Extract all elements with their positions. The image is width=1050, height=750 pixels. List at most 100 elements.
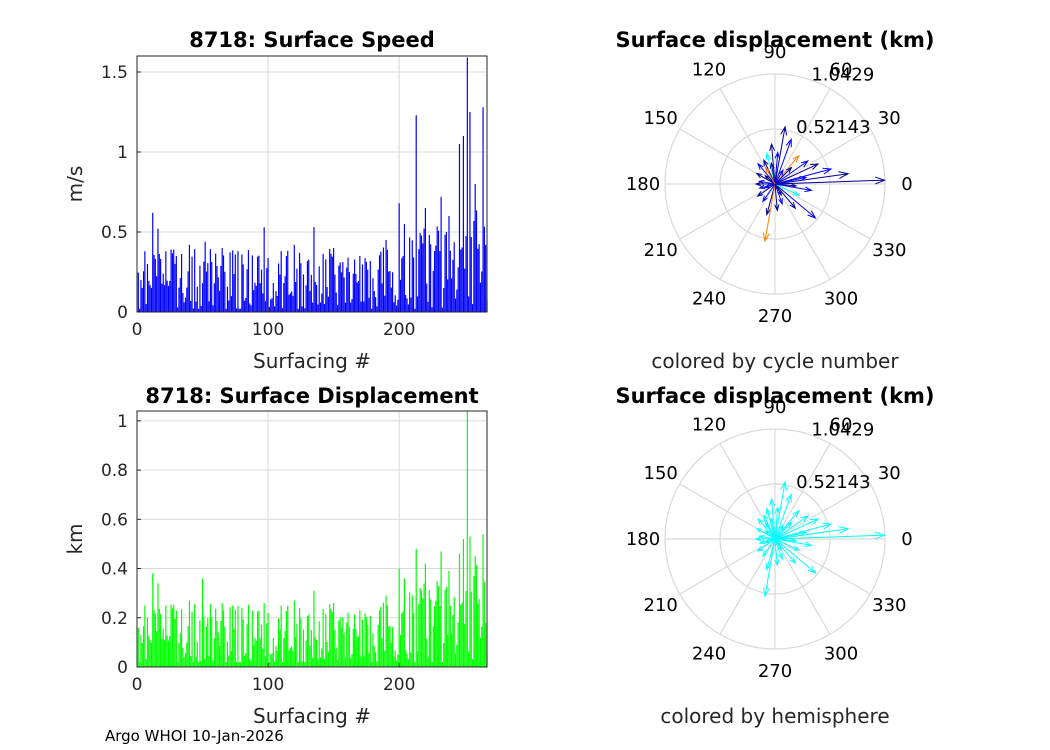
speed-bar xyxy=(401,258,403,312)
speed-bar xyxy=(302,274,305,312)
displacement-bar xyxy=(364,613,366,667)
speed-bar xyxy=(198,308,200,312)
speed-bar xyxy=(179,278,181,312)
speed-bar xyxy=(330,253,332,312)
speed-bar xyxy=(177,307,179,312)
speed-bar xyxy=(218,290,221,312)
polar-hemisphere-arrow xyxy=(757,518,776,540)
displacement-bar xyxy=(466,411,468,667)
displacement-bar xyxy=(196,641,198,667)
displacement-bar xyxy=(422,598,424,667)
polar-cycle-arrow-head xyxy=(762,232,770,243)
polar-hemisphere-arrow-head xyxy=(769,516,775,524)
displacement-bar xyxy=(153,610,155,667)
displacement-bar xyxy=(308,614,310,667)
polar-hemisphere-arrow xyxy=(774,531,807,540)
speed-bar xyxy=(207,263,209,312)
speed-bar xyxy=(384,295,386,312)
speed-bar xyxy=(460,249,462,312)
polar-hemisphere-arrow-head xyxy=(762,550,768,558)
displacement-bar xyxy=(374,652,377,667)
displacement-bar xyxy=(152,573,154,667)
displacement-bar xyxy=(183,657,185,667)
polar-cycle-arrow xyxy=(774,176,807,185)
displacement-bar xyxy=(254,637,256,667)
displacement-bar xyxy=(296,623,298,667)
displacement-bar xyxy=(452,614,454,667)
speed-bar xyxy=(186,287,188,312)
polar-cycle-arrow-head xyxy=(762,195,768,203)
speed-bar xyxy=(300,263,302,312)
speed-bar xyxy=(410,297,412,312)
speed-bar xyxy=(175,256,177,312)
displacement-chart-title: 8718: Surface Displacement xyxy=(145,384,478,408)
speed-bar xyxy=(394,295,396,312)
displacement-bar xyxy=(432,626,434,667)
speed-bar xyxy=(161,283,163,312)
displacement-bar xyxy=(350,657,352,667)
polar-hemisphere-arrow-head xyxy=(780,480,788,491)
displacement-bar xyxy=(276,650,278,667)
speed-bar xyxy=(385,240,387,312)
speed-bar xyxy=(239,308,242,312)
displacement-bar xyxy=(204,659,206,667)
displacement-bar xyxy=(460,604,462,667)
displacement-bar xyxy=(249,658,251,667)
displacement-bar xyxy=(262,648,264,667)
speed-bar xyxy=(284,276,286,312)
polar-cycle-ring-label: 0.52143 xyxy=(796,117,870,138)
displacement-bar xyxy=(218,645,221,667)
speed-bar xyxy=(162,273,164,312)
speed-bar xyxy=(418,249,420,312)
polar-hemisphere-arrow-head xyxy=(774,559,780,567)
polar-hemisphere-arrow-head xyxy=(807,565,817,574)
displacement-bar xyxy=(157,583,159,667)
speed-bar xyxy=(326,286,328,312)
displacement-bar xyxy=(253,645,255,667)
displacement-bar xyxy=(413,612,415,667)
displacement-bar xyxy=(373,646,375,667)
polar-cycle-arrow-head xyxy=(810,163,820,170)
displacement-bar xyxy=(357,635,360,667)
polar-cycle-arrow-head xyxy=(792,190,801,196)
displacement-bar xyxy=(241,607,243,667)
polar-hemisphere-arrow-head xyxy=(757,517,764,525)
polar-hemisphere-ring-label: 0.52143 xyxy=(796,472,870,493)
speed-bar xyxy=(188,244,191,312)
polar-cycle-angle-label: 240 xyxy=(692,288,726,309)
polar-hemisphere-arrow xyxy=(774,538,816,574)
speed-bar xyxy=(208,301,210,312)
displacement-chart: 8718: Surface Displacement 0 100 200 0 0.2 0.… xyxy=(63,384,488,728)
displacement-bar xyxy=(239,662,242,667)
displacement-xtick-label: 200 xyxy=(383,675,415,695)
polar-cycle-arrow-head xyxy=(769,161,775,169)
displacement-bar xyxy=(430,599,432,667)
speed-bar xyxy=(195,301,197,312)
speed-bar xyxy=(224,271,226,312)
polar-cycle-ring-label: 1.0429 xyxy=(811,64,874,85)
speed-bar xyxy=(310,274,312,312)
polar-cycle-title: Surface displacement (km) xyxy=(615,28,934,52)
speed-bar xyxy=(457,267,459,312)
speed-xtick-label: 100 xyxy=(252,320,284,340)
speed-bar xyxy=(243,300,246,312)
speed-bar xyxy=(482,107,484,312)
displacement-bar xyxy=(405,649,407,667)
polar-cycle-arrow xyxy=(756,173,776,185)
speed-bar xyxy=(190,300,192,312)
displacement-bar xyxy=(142,626,145,667)
speed-bar xyxy=(170,249,172,312)
speed-bar xyxy=(392,272,394,312)
polar-hemisphere-arrow xyxy=(762,538,776,557)
polar-hemisphere-arrow xyxy=(774,507,779,540)
speed-bar xyxy=(145,304,147,312)
displacement-bar xyxy=(471,659,474,667)
displacement-bar xyxy=(343,632,345,667)
speed-bar xyxy=(183,302,185,312)
polar-hemisphere-arrow-head xyxy=(800,515,810,523)
speed-bar xyxy=(187,271,189,312)
polar-hemisphere-arrow-head xyxy=(810,518,820,525)
speed-bar xyxy=(144,251,146,312)
speed-bar xyxy=(468,296,470,312)
speed-bar xyxy=(287,250,289,312)
